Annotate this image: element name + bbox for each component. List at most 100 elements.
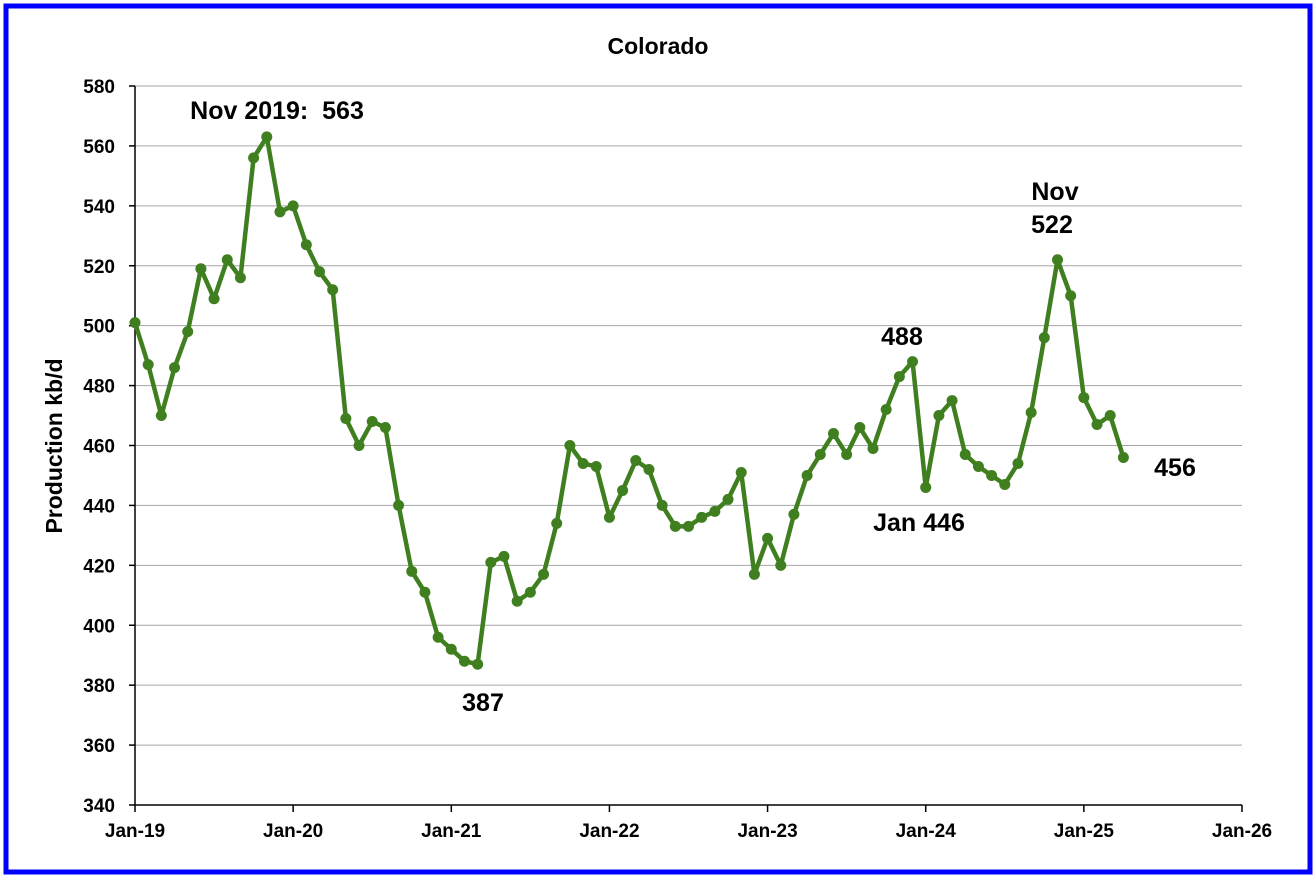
series-line (132, 134, 1126, 667)
data-point (524, 586, 536, 598)
data-point (722, 493, 734, 505)
data-point (959, 448, 971, 460)
annotation: Nov 2019: 563 (190, 97, 364, 125)
y-tick-label: 400 (83, 616, 115, 637)
y-tick-label: 380 (83, 676, 115, 697)
data-point (353, 440, 365, 451)
y-tick-label: 540 (83, 197, 115, 218)
data-point (907, 356, 919, 368)
data-point (814, 448, 826, 460)
data-point (208, 293, 220, 305)
y-axis-label: Production kb/d (41, 358, 67, 533)
x-tick-label: Jan-21 (421, 821, 482, 842)
data-point (274, 206, 286, 218)
data-point (1012, 457, 1024, 469)
x-tick-label: Jan-22 (579, 821, 639, 842)
data-point (155, 410, 167, 422)
data-point (1052, 254, 1063, 266)
data-point (538, 568, 550, 580)
data-point (472, 658, 484, 670)
y-tick-label: 520 (83, 257, 115, 278)
data-point (735, 466, 747, 478)
x-tick-label: Jan-24 (896, 821, 957, 842)
data-point (577, 457, 589, 469)
data-point (419, 586, 431, 598)
data-point (986, 469, 998, 481)
data-point (182, 326, 194, 338)
frame (3, 3, 1313, 875)
data-point (880, 404, 892, 416)
y-tick-label: 440 (83, 496, 115, 517)
data-point (142, 359, 154, 371)
y-tick-label: 480 (83, 377, 115, 398)
x-tick-label: Jan-26 (1212, 821, 1272, 842)
y-tick-label: 420 (83, 556, 115, 577)
data-point (775, 559, 787, 571)
annotation: 456 (1154, 454, 1196, 482)
data-point (261, 131, 273, 143)
data-point (643, 463, 655, 475)
y-tick-label: 360 (83, 736, 115, 757)
data-point (801, 469, 813, 481)
data-point (656, 499, 668, 511)
y-tick-label: 460 (83, 437, 115, 458)
y-tick-label: 500 (83, 317, 115, 338)
annotation: Nov (1031, 178, 1078, 206)
data-point (709, 505, 721, 517)
y-tick-label: 580 (83, 77, 115, 98)
y-tick-label: 340 (83, 796, 115, 817)
annotation: 387 (462, 689, 504, 717)
data-point (1065, 290, 1077, 302)
data-point (366, 416, 378, 428)
x-tick-label: Jan-23 (737, 821, 797, 842)
data-point (762, 532, 774, 544)
data-point (854, 422, 866, 434)
data-point (1025, 407, 1037, 419)
data-point (169, 362, 181, 374)
data-point (287, 200, 299, 212)
data-point (683, 520, 694, 532)
data-point (841, 448, 853, 460)
data-point (603, 511, 615, 523)
data-point (511, 595, 523, 607)
annotation: 522 (1031, 211, 1073, 239)
data-point (248, 152, 260, 164)
data-point (972, 460, 984, 472)
data-point (314, 266, 325, 278)
data-point (129, 317, 141, 329)
data-point (300, 239, 312, 251)
data-point (999, 478, 1011, 490)
data-point (933, 410, 945, 422)
data-point (327, 284, 339, 296)
data-point (340, 413, 352, 425)
data-point (1038, 332, 1050, 344)
y-tick-label: 560 (83, 137, 115, 158)
data-point (1104, 410, 1116, 422)
data-point (630, 454, 642, 466)
data-point (827, 428, 839, 440)
chart-title: Colorado (608, 33, 709, 59)
data-point (406, 565, 418, 577)
data-point (946, 395, 958, 407)
data-point (498, 550, 510, 562)
x-tick-label: Jan-25 (1054, 821, 1115, 842)
x-tick-label: Jan-20 (263, 821, 323, 842)
data-point (788, 508, 800, 520)
data-point (432, 631, 444, 643)
data-point (221, 254, 233, 266)
annotation: Jan 446 (873, 509, 965, 537)
data-point (617, 484, 629, 496)
data-point (551, 517, 563, 529)
data-point (920, 481, 932, 493)
data-point (893, 371, 905, 383)
data-point (669, 520, 681, 532)
data-point (458, 655, 470, 667)
data-point (379, 422, 391, 434)
annotation: 488 (881, 323, 923, 351)
data-point (696, 511, 708, 523)
data-point (590, 460, 602, 472)
data-point (1078, 392, 1090, 404)
x-tick-label: Jan-19 (105, 821, 165, 842)
